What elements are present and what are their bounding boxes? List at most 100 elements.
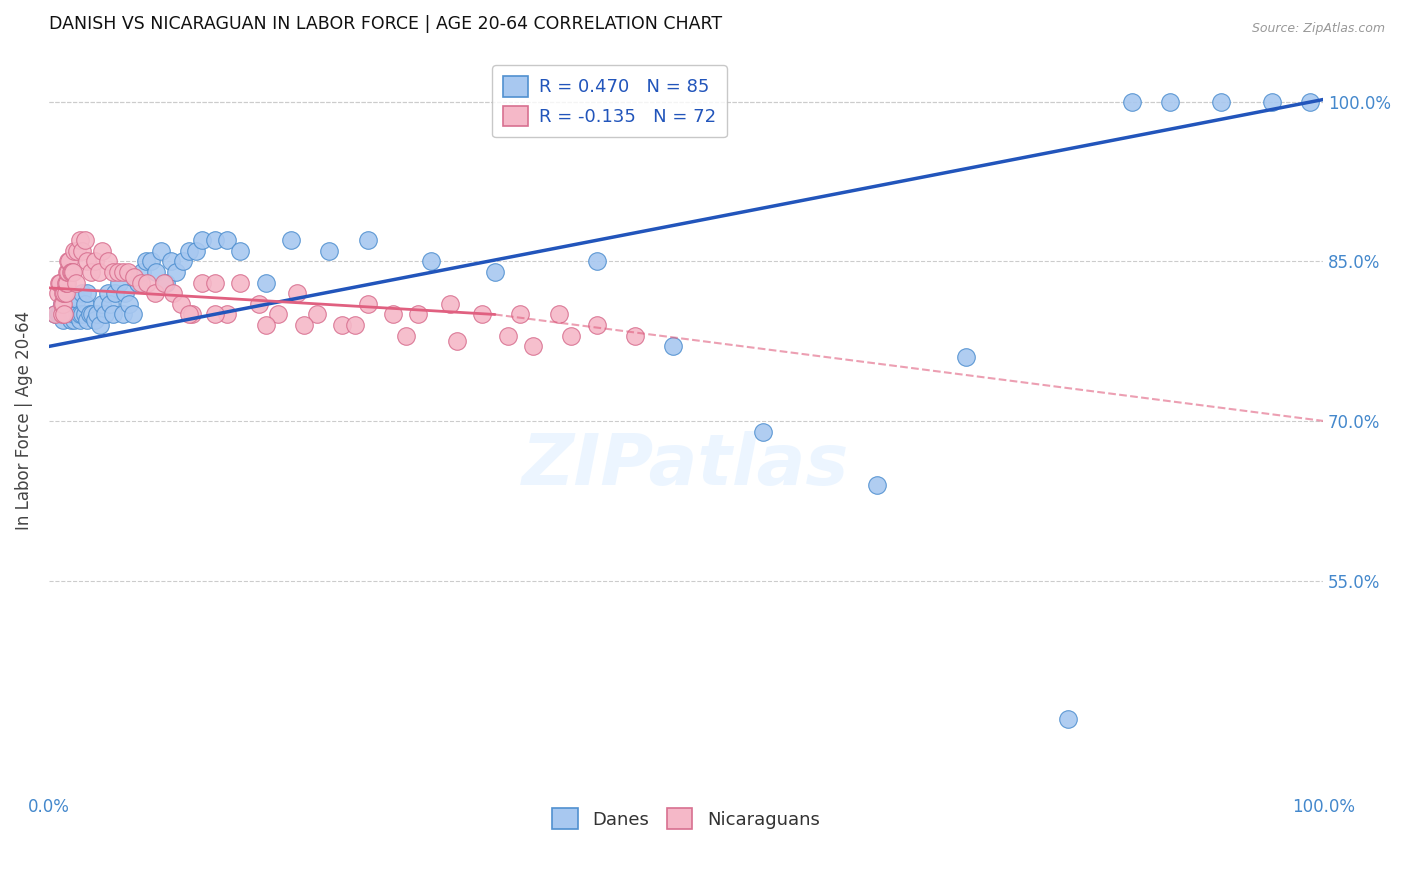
Point: [586, 318, 609, 332]
Point: [55, 286, 77, 301]
Point: [111, 308, 134, 322]
Point: [162, 286, 184, 301]
Point: [55, 286, 77, 301]
Point: [586, 254, 609, 268]
Point: [97, 286, 120, 301]
Point: [124, 270, 146, 285]
Point: [70, 308, 93, 322]
Point: [62, 265, 84, 279]
Text: Source: ZipAtlas.com: Source: ZipAtlas.com: [1251, 22, 1385, 36]
Legend: Danes, Nicaraguans: Danes, Nicaraguans: [546, 801, 827, 837]
Point: [87, 265, 110, 279]
Point: [46, 308, 69, 322]
Point: [1261, 95, 1284, 109]
Point: [955, 350, 977, 364]
Point: [53, 308, 76, 322]
Point: [73, 297, 96, 311]
Point: [44, 308, 66, 322]
Point: [1159, 95, 1181, 109]
Point: [751, 425, 773, 439]
Point: [56, 276, 79, 290]
Point: [56, 265, 79, 279]
Point: [165, 265, 187, 279]
Point: [122, 308, 145, 322]
Point: [56, 308, 79, 322]
Point: [101, 265, 124, 279]
Point: [65, 276, 87, 290]
Point: [51, 297, 73, 311]
Point: [66, 308, 89, 322]
Point: [395, 328, 418, 343]
Point: [152, 276, 174, 290]
Point: [179, 244, 201, 258]
Point: [48, 308, 70, 322]
Point: [76, 313, 98, 327]
Point: [59, 313, 82, 327]
Point: [49, 276, 72, 290]
Y-axis label: In Labor Force | Age 20-64: In Labor Force | Age 20-64: [15, 311, 32, 531]
Point: [89, 318, 111, 332]
Point: [44, 308, 66, 322]
Point: [204, 308, 226, 322]
Point: [53, 308, 76, 322]
Point: [184, 244, 207, 258]
Point: [131, 265, 153, 279]
Point: [62, 308, 84, 322]
Point: [254, 276, 277, 290]
Point: [292, 318, 315, 332]
Point: [143, 286, 166, 301]
Point: [73, 233, 96, 247]
Point: [69, 313, 91, 327]
Point: [471, 308, 494, 322]
Point: [53, 297, 76, 311]
Point: [52, 286, 75, 301]
Point: [53, 286, 76, 301]
Point: [624, 328, 647, 343]
Point: [114, 286, 136, 301]
Point: [107, 265, 129, 279]
Point: [58, 308, 80, 322]
Point: [446, 334, 468, 348]
Text: DANISH VS NICARAGUAN IN LABOR FORCE | AGE 20-64 CORRELATION CHART: DANISH VS NICARAGUAN IN LABOR FORCE | AG…: [49, 15, 723, 33]
Point: [117, 265, 139, 279]
Point: [80, 265, 103, 279]
Point: [280, 233, 302, 247]
Point: [94, 308, 117, 322]
Point: [52, 297, 75, 311]
Point: [217, 308, 239, 322]
Point: [97, 254, 120, 268]
Point: [91, 297, 114, 311]
Point: [63, 313, 86, 327]
Point: [63, 308, 86, 322]
Point: [179, 308, 201, 322]
Text: ZIPatlas: ZIPatlas: [523, 431, 849, 500]
Point: [343, 318, 366, 332]
Point: [56, 297, 79, 311]
Point: [408, 308, 430, 322]
Point: [318, 244, 340, 258]
Point: [56, 254, 79, 268]
Point: [48, 276, 70, 290]
Point: [191, 233, 214, 247]
Point: [118, 297, 141, 311]
Point: [56, 308, 79, 322]
Point: [73, 308, 96, 322]
Point: [145, 265, 167, 279]
Point: [52, 297, 75, 311]
Point: [229, 276, 252, 290]
Point: [63, 244, 86, 258]
Point: [180, 308, 202, 322]
Point: [509, 308, 531, 322]
Point: [56, 265, 79, 279]
Point: [160, 254, 183, 268]
Point: [1057, 712, 1080, 726]
Point: [51, 308, 73, 322]
Point: [267, 308, 290, 322]
Point: [58, 308, 80, 322]
Point: [49, 308, 72, 322]
Point: [58, 254, 80, 268]
Point: [76, 286, 98, 301]
Point: [59, 308, 82, 322]
Point: [66, 292, 89, 306]
Point: [66, 244, 89, 258]
